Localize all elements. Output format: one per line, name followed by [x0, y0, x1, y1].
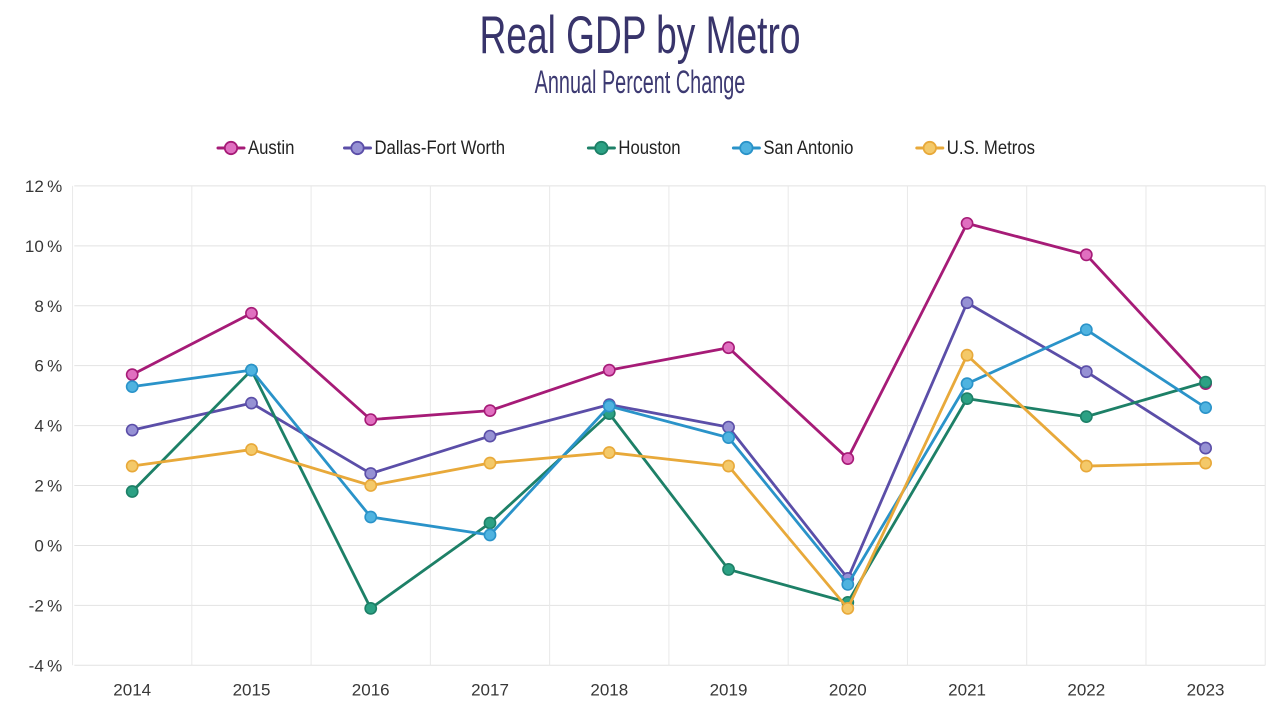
- svg-text:6 %: 6 %: [34, 357, 62, 376]
- svg-text:2022: 2022: [1067, 680, 1105, 699]
- svg-text:U.S. Metros: U.S. Metros: [947, 137, 1035, 158]
- svg-text:2021: 2021: [948, 680, 986, 699]
- svg-text:San Antonio: San Antonio: [763, 137, 853, 158]
- svg-text:-2 %: -2 %: [29, 596, 63, 615]
- svg-text:0 %: 0 %: [34, 536, 62, 555]
- svg-text:2017: 2017: [471, 680, 509, 699]
- svg-text:12 %: 12 %: [25, 177, 62, 196]
- svg-text:Houston: Houston: [618, 137, 680, 158]
- svg-text:8 %: 8 %: [34, 297, 62, 316]
- svg-text:2015: 2015: [233, 680, 271, 699]
- svg-text:2019: 2019: [710, 680, 748, 699]
- svg-text:Dallas-Fort Worth: Dallas-Fort Worth: [375, 137, 506, 158]
- svg-text:2018: 2018: [590, 680, 628, 699]
- svg-text:Austin: Austin: [248, 137, 294, 158]
- svg-text:-4 %: -4 %: [29, 656, 63, 675]
- svg-text:2023: 2023: [1187, 680, 1225, 699]
- svg-text:2020: 2020: [829, 680, 867, 699]
- svg-text:2 %: 2 %: [34, 477, 62, 496]
- svg-text:10 %: 10 %: [25, 237, 62, 256]
- svg-text:2014: 2014: [113, 680, 151, 699]
- svg-text:2016: 2016: [352, 680, 390, 699]
- svg-text:4 %: 4 %: [34, 417, 62, 436]
